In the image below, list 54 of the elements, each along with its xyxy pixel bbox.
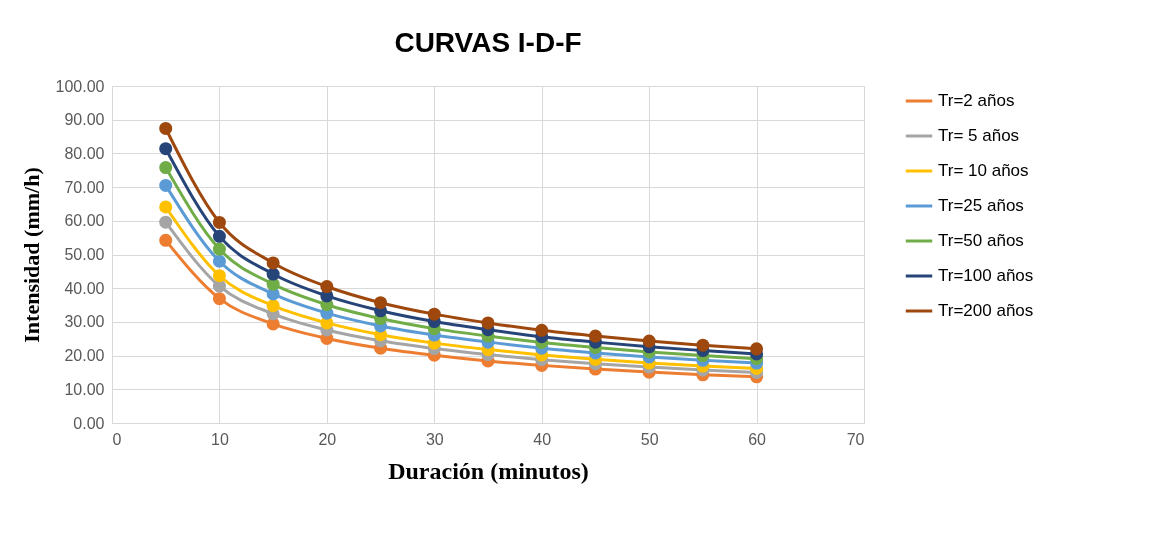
legend-label: Tr=200 años <box>938 301 1034 320</box>
point <box>159 215 173 229</box>
y-tick-label: 80.00 <box>64 144 105 162</box>
x-tick-label: 70 <box>846 430 865 448</box>
point <box>212 229 226 243</box>
point <box>212 215 226 229</box>
point <box>159 121 173 135</box>
x-tick-label: 20 <box>318 430 337 448</box>
point <box>481 316 495 330</box>
y-tick-label: 60.00 <box>64 212 105 230</box>
point <box>159 161 173 175</box>
x-axis-title: Duración (minutos) <box>388 457 589 484</box>
x-tick-label: 40 <box>533 430 552 448</box>
y-tick-label: 70.00 <box>64 178 105 196</box>
point <box>374 296 388 310</box>
y-tick-label: 50.00 <box>64 246 105 263</box>
point <box>212 254 226 268</box>
x-tick-label: 50 <box>640 430 659 448</box>
point <box>696 338 710 352</box>
y-axis-title: Intensidad (mm/h) <box>18 167 44 343</box>
legend-label: Tr= 10 años <box>938 161 1029 180</box>
point <box>320 280 334 294</box>
point <box>750 342 764 356</box>
x-tick-label: 0 <box>112 430 122 448</box>
y-tick-label: 100.00 <box>55 77 105 95</box>
point <box>588 329 602 343</box>
x-tick-label: 30 <box>425 430 444 448</box>
legend-label: Tr= 5 años <box>938 126 1020 145</box>
legend-label: Tr=50 años <box>938 231 1024 250</box>
point <box>535 323 549 337</box>
point <box>159 233 173 247</box>
chart-title: CURVAS I-D-F <box>394 27 582 58</box>
y-tick-label: 20.00 <box>64 347 105 365</box>
point <box>266 267 280 281</box>
x-tick-label: 60 <box>748 430 767 448</box>
point <box>427 307 441 321</box>
point <box>212 242 226 256</box>
point <box>642 334 656 348</box>
legend-label: Tr=25 años <box>938 196 1024 215</box>
point <box>212 269 226 283</box>
point <box>159 200 173 214</box>
y-tick-label: 40.00 <box>64 279 105 297</box>
point <box>266 256 280 270</box>
point <box>159 142 173 156</box>
y-tick-label: 90.00 <box>64 111 105 129</box>
y-tick-label: 10.00 <box>64 380 105 398</box>
legend-label: Tr=100 años <box>938 266 1034 285</box>
y-tick-label: 30.00 <box>64 313 105 331</box>
point <box>266 299 280 313</box>
point <box>212 292 226 306</box>
y-tick-label: 0.00 <box>73 414 105 432</box>
point <box>159 178 173 192</box>
x-tick-label: 10 <box>211 430 229 448</box>
legend-label: Tr=2 años <box>938 91 1015 110</box>
